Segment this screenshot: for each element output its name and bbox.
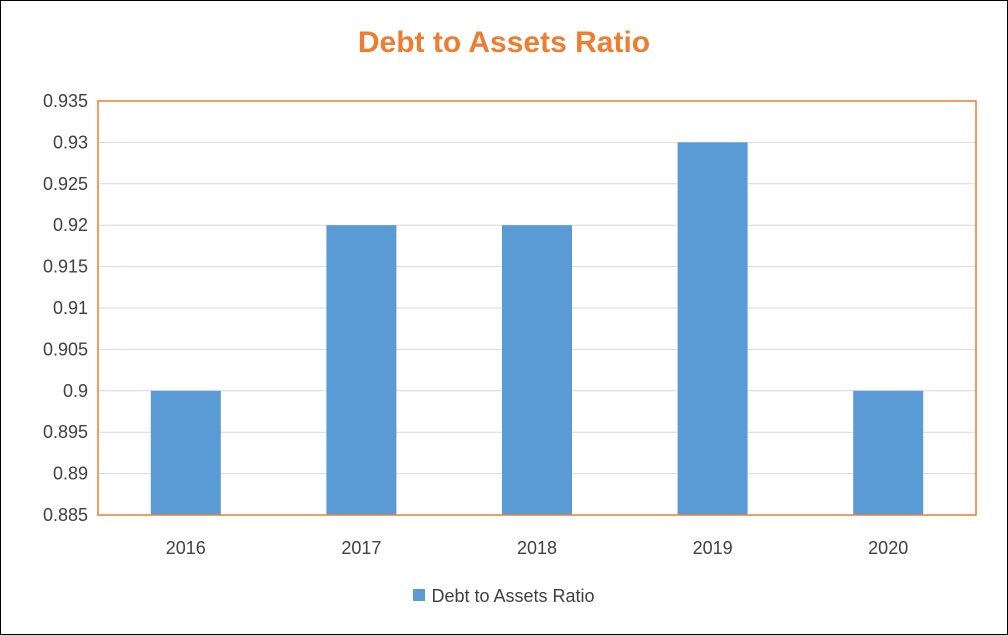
x-tick-label: 2018 xyxy=(517,538,557,558)
y-axis-labels: 0.885 0.89 0.895 0.9 0.905 0.91 0.915 0.92 0.925… xyxy=(43,91,88,525)
y-tick-label: 0.895 xyxy=(43,422,88,442)
bar-2020 xyxy=(853,390,924,515)
y-tick-label: 0.915 xyxy=(43,257,88,277)
legend: Debt to Assets Ratio xyxy=(0,586,1008,607)
x-tick-label: 2019 xyxy=(693,538,733,558)
x-tick-label: 2016 xyxy=(166,538,206,558)
chart-title: Debt to Assets Ratio xyxy=(357,26,651,59)
y-tick-label: 0.92 xyxy=(53,215,88,235)
x-axis-labels: 2016 2017 2018 2019 2020 xyxy=(166,538,908,558)
y-tick-label: 0.885 xyxy=(43,505,88,525)
y-tick-label: 0.905 xyxy=(43,339,88,359)
y-tick-label: 0.935 xyxy=(43,91,88,111)
bar-2018 xyxy=(502,225,572,515)
bars xyxy=(150,142,924,515)
y-tick-label: 0.9 xyxy=(63,381,88,401)
y-tick-label: 0.925 xyxy=(43,174,88,194)
bar-2019 xyxy=(677,142,748,515)
legend-swatch xyxy=(413,589,426,602)
x-tick-label: 2017 xyxy=(341,538,381,558)
bar-2016 xyxy=(150,390,221,515)
x-tick-label: 2020 xyxy=(868,538,908,558)
y-tick-label: 0.93 xyxy=(53,132,88,152)
bar-2017 xyxy=(326,225,397,515)
legend-label: Debt to Assets Ratio xyxy=(431,586,595,606)
y-tick-label: 0.91 xyxy=(53,298,88,318)
y-tick-label: 0.89 xyxy=(53,464,88,484)
plot-border xyxy=(97,100,977,516)
